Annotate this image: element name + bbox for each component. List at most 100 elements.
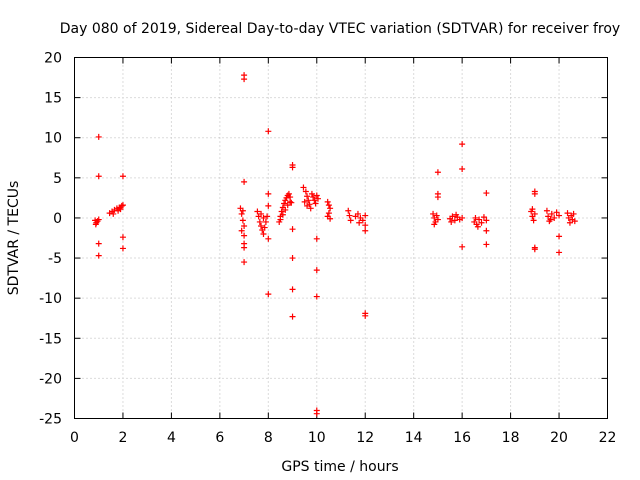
data-point [265, 291, 272, 298]
data-point [553, 209, 560, 216]
data-point [258, 210, 265, 217]
data-point [433, 212, 440, 219]
data-point [531, 190, 538, 197]
data-point [260, 230, 267, 237]
data-point [95, 252, 102, 259]
x-tick-label: 10 [308, 430, 326, 446]
data-point [288, 199, 295, 206]
y-tick-label: -15 [39, 331, 62, 347]
axis-ticks [74, 57, 608, 419]
data-point [347, 217, 354, 224]
data-point [530, 217, 537, 224]
data-point [483, 190, 490, 197]
data-point [261, 224, 268, 231]
data-point [345, 207, 352, 214]
data-point [483, 217, 490, 224]
data-point [566, 219, 573, 226]
data-point [281, 200, 288, 207]
data-point [119, 245, 126, 252]
data-point [476, 216, 483, 223]
data-point [119, 234, 126, 241]
data-point [260, 214, 267, 221]
grid [74, 57, 608, 419]
y-tick-label: 15 [44, 91, 62, 107]
x-tick-label: 18 [502, 430, 520, 446]
data-point [95, 173, 102, 180]
data-point [362, 212, 369, 219]
data-point [474, 223, 481, 230]
data-point [529, 206, 536, 213]
data-point [453, 211, 460, 218]
data-point [117, 206, 124, 213]
data-point [289, 286, 296, 293]
data-point [92, 221, 99, 228]
data-point [277, 216, 284, 223]
data-point [434, 216, 441, 223]
data-point [451, 217, 458, 224]
data-point [434, 169, 441, 176]
data-point [483, 241, 490, 248]
y-tick-label: 0 [53, 211, 62, 227]
data-point [313, 235, 320, 242]
data-point [327, 215, 334, 222]
data-point [305, 197, 312, 204]
data-point [241, 259, 248, 266]
data-point [362, 222, 369, 229]
data-point [570, 210, 577, 217]
data-point [346, 212, 353, 219]
data-point [287, 198, 294, 205]
data-points [92, 72, 578, 417]
data-point [301, 198, 308, 205]
data-point [543, 207, 550, 214]
data-point [119, 202, 126, 209]
data-point [265, 202, 272, 209]
x-tick-label: 6 [215, 430, 224, 446]
data-point [239, 217, 246, 224]
y-tick-label: -25 [39, 412, 62, 428]
data-point [264, 213, 271, 220]
data-point [282, 206, 289, 213]
data-point [325, 210, 332, 217]
data-point [278, 208, 285, 215]
data-point [239, 207, 246, 214]
y-tick-label: 20 [44, 51, 62, 67]
data-point [548, 210, 555, 217]
x-tick-label: 4 [167, 430, 176, 446]
data-point [480, 214, 487, 221]
x-axis-tick-labels: 0 2 4 6 8 10 12 14 16 18 20 22 [70, 430, 616, 446]
data-point [95, 240, 102, 247]
data-point [310, 194, 317, 201]
data-point [241, 76, 248, 83]
data-point [300, 184, 307, 191]
data-point [478, 219, 485, 226]
data-point [241, 232, 248, 239]
x-tick-label: 2 [118, 430, 127, 446]
data-point [308, 190, 315, 197]
data-point [483, 227, 490, 234]
data-point [459, 141, 466, 148]
data-point [302, 188, 309, 195]
data-point [285, 190, 292, 197]
data-point [289, 226, 296, 233]
data-point [564, 210, 571, 217]
y-tick-label: 5 [53, 171, 62, 187]
y-tick-label: -5 [48, 251, 62, 267]
data-point [531, 210, 538, 217]
data-point [307, 205, 314, 212]
data-point [325, 202, 332, 209]
data-point [241, 222, 248, 229]
x-tick-label: 0 [70, 430, 79, 446]
data-point [356, 219, 363, 226]
y-tick-label: -20 [39, 371, 62, 387]
data-point [238, 227, 245, 234]
x-tick-label: 20 [550, 430, 568, 446]
data-point [311, 197, 318, 204]
data-point [472, 214, 479, 221]
x-axis-label: GPS time / hours [281, 459, 398, 475]
data-point [459, 166, 466, 173]
data-point [359, 217, 366, 224]
data-point [556, 212, 563, 219]
data-point [304, 193, 311, 200]
y-tick-label: 10 [44, 131, 62, 147]
